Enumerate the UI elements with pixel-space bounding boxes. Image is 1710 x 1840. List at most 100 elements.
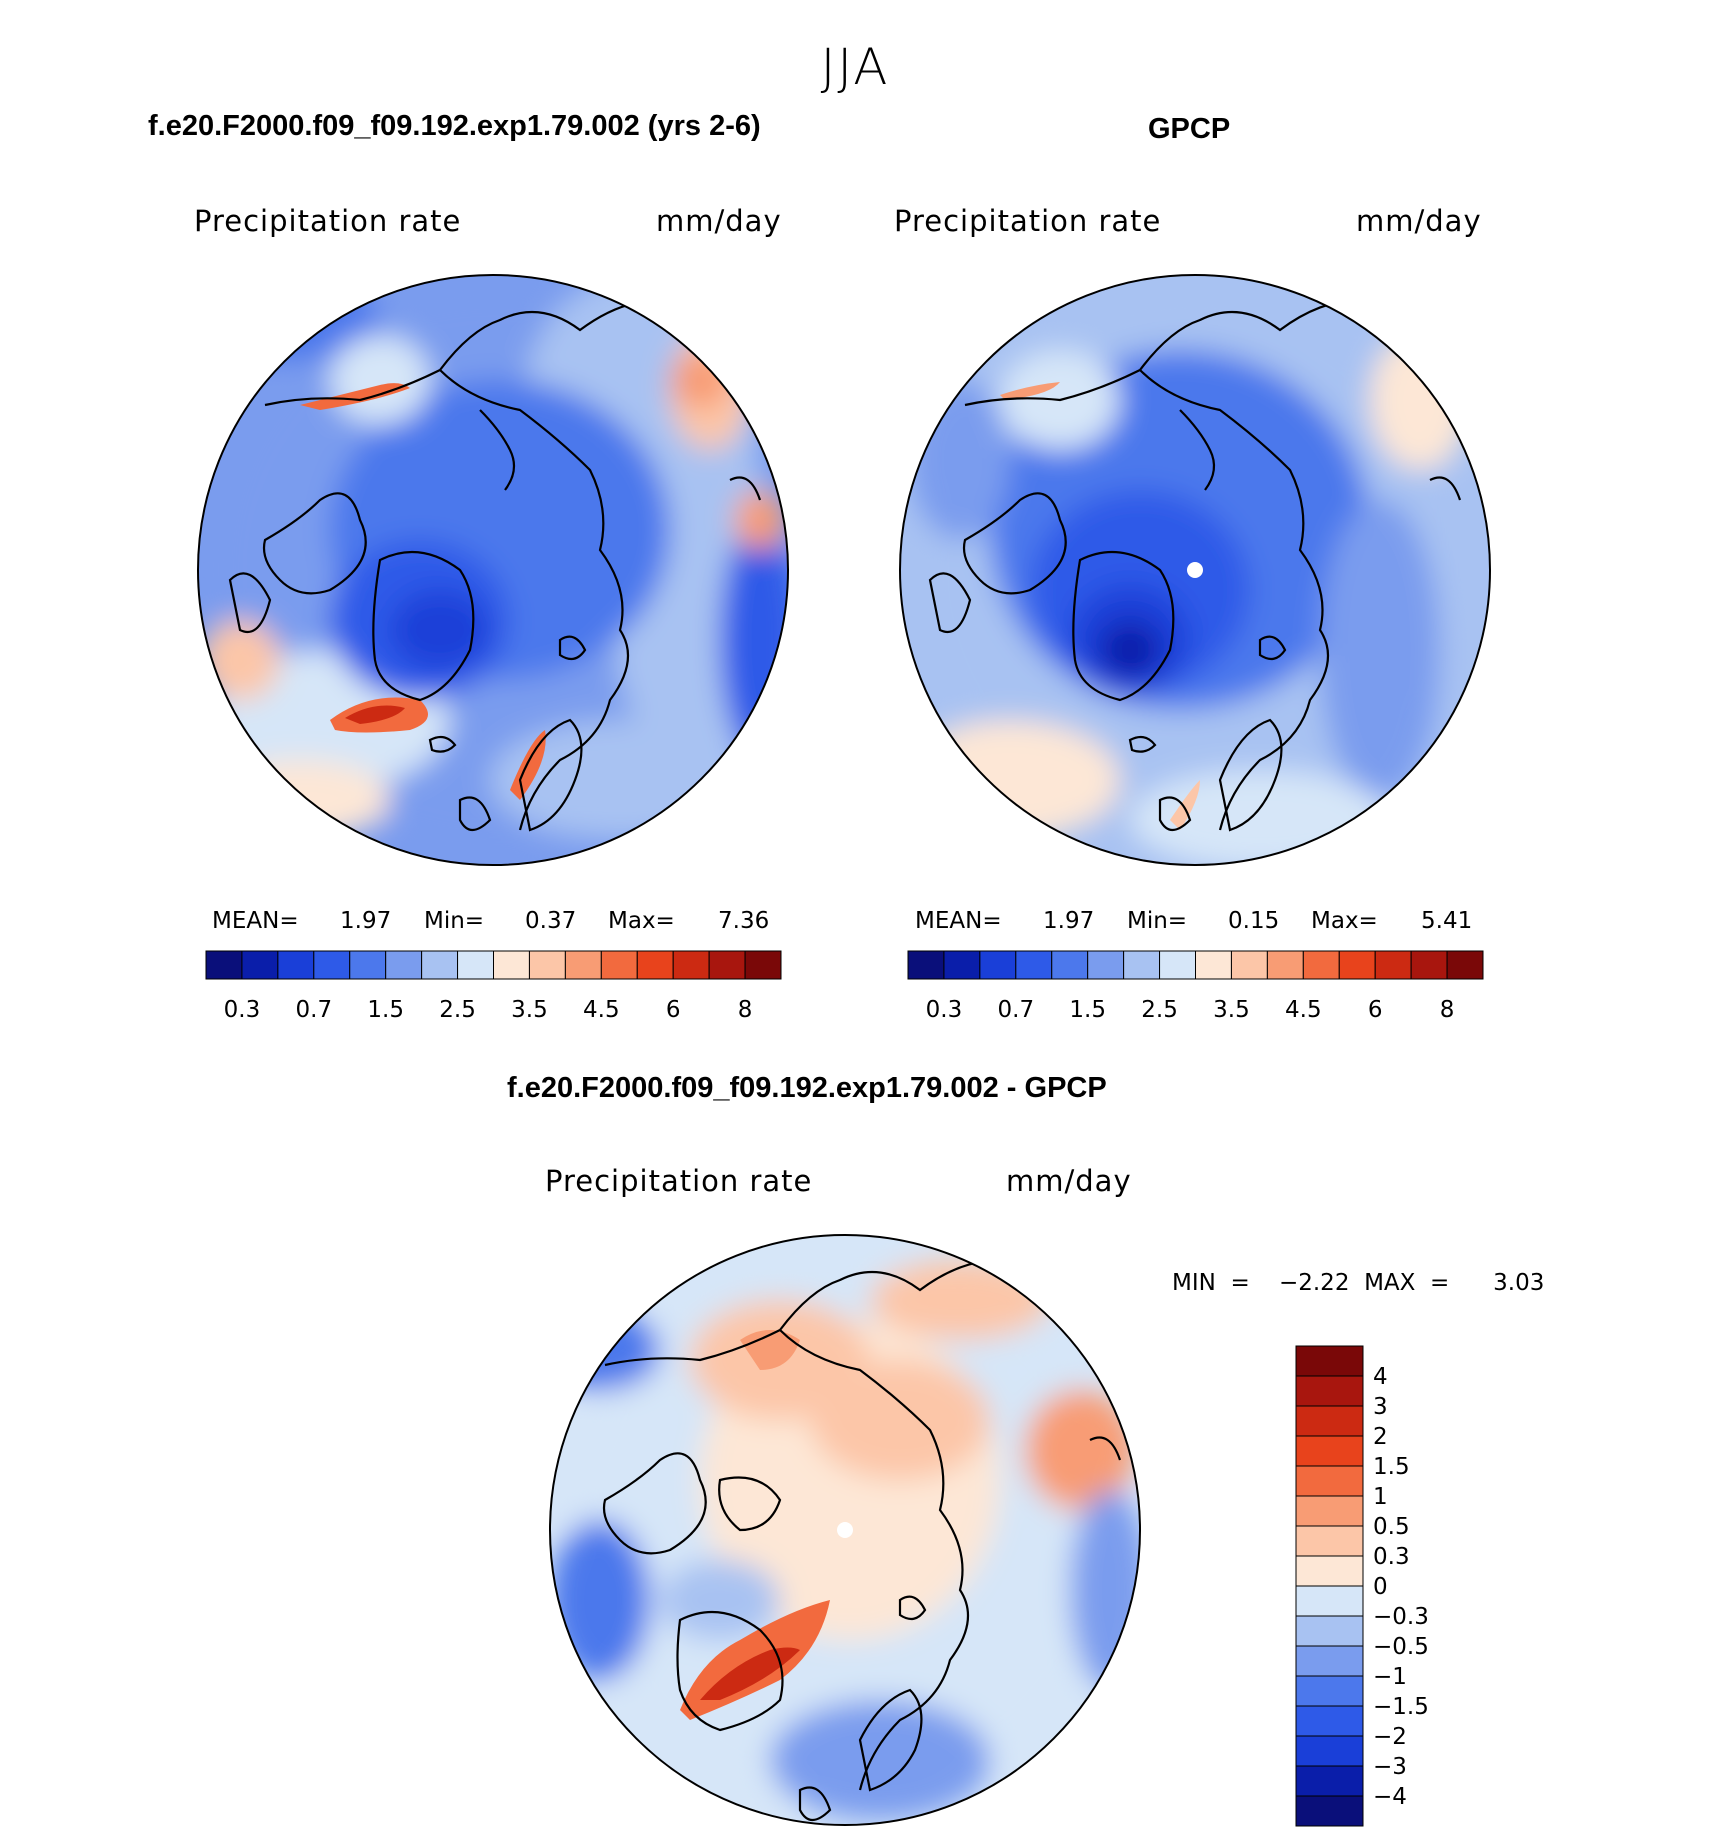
- colorbar-gpcp-swatch: [1159, 950, 1196, 980]
- colorbar-difference-swatch: [1295, 1435, 1364, 1467]
- colorbar-gpcp-swatch: [979, 950, 1017, 980]
- colorbar-difference-swatch: [1295, 1465, 1364, 1497]
- panel1-max-label: Max=: [608, 908, 675, 934]
- colorbar-gpcp-tick-label: 0.3: [926, 997, 963, 1023]
- panel2-max-value: 5.41: [1421, 908, 1473, 934]
- colorbar-gpcp-tick-label: 1.5: [1069, 997, 1106, 1023]
- colorbar-difference-swatch: [1295, 1615, 1364, 1647]
- colorbar-difference-tick-label: −4: [1373, 1784, 1407, 1810]
- colorbar-difference-tick-label: 0.3: [1373, 1544, 1410, 1570]
- colorbar-gpcp-swatch: [1087, 950, 1125, 980]
- panel1-mean-value: 1.97: [340, 908, 392, 934]
- panel2-variable: Precipitation rate: [894, 204, 1162, 238]
- colorbar-model-swatch: [493, 950, 530, 980]
- colorbar-model-tick-label: 8: [738, 997, 753, 1023]
- colorbar-gpcp-tick-label: 8: [1440, 997, 1455, 1023]
- colorbar-difference-tick-label: −0.5: [1373, 1634, 1429, 1660]
- panel1-title: f.e20.F2000.f09_f09.192.exp1.79.002 (yrs…: [148, 110, 761, 142]
- colorbar-difference-tick-label: −0.3: [1373, 1604, 1429, 1630]
- colorbar-gpcp: 0.3 0.7 1.5 2.5 3.5 4.5 6 8: [907, 950, 1484, 1023]
- colorbar-model-swatch: [205, 950, 243, 980]
- diff-variable: Precipitation rate: [545, 1164, 813, 1198]
- colorbar-gpcp-tick-label: 2.5: [1141, 997, 1178, 1023]
- colorbar-model-swatch: [457, 950, 494, 980]
- panel2-units: mm/day: [1356, 204, 1482, 238]
- colorbar-difference-swatch: [1295, 1765, 1364, 1797]
- colorbar-model-swatch: [564, 950, 602, 980]
- colorbar-difference-tick-label: 0.5: [1373, 1514, 1410, 1540]
- colorbar-gpcp-tick-label: 0.7: [998, 997, 1035, 1023]
- colorbar-model-swatch: [672, 950, 710, 980]
- panel2-max-label: Max=: [1311, 908, 1378, 934]
- colorbar-model-swatch: [277, 950, 315, 980]
- colorbar-difference-swatch: [1295, 1705, 1364, 1737]
- panel2-mean-label: MEAN=: [915, 908, 1002, 934]
- colorbar-model-swatch: [349, 950, 387, 980]
- map-difference: [549, 1234, 1141, 1826]
- colorbar-model-swatch: [636, 950, 674, 980]
- colorbar-model-tick-label: 0.7: [296, 997, 333, 1023]
- colorbar-difference-tick-label: 2: [1373, 1424, 1388, 1450]
- colorbar-model-swatch: [744, 950, 782, 980]
- colorbar-gpcp-swatch: [943, 950, 981, 980]
- colorbar-gpcp-swatch: [1230, 950, 1268, 980]
- colorbar-gpcp-swatch: [907, 950, 945, 980]
- colorbar-model-swatch: [600, 950, 638, 980]
- colorbar-difference: 4 3 2 1.5 1 0.5 0.3 0 −0.3 −0.5 −1 −1.5 −2 −3 −4: [1295, 1345, 1429, 1827]
- colorbar-difference-tick-label: 0: [1373, 1574, 1388, 1600]
- colorbar-difference-tick-label: 3: [1373, 1394, 1388, 1420]
- diff-title: f.e20.F2000.f09_f09.192.exp1.79.002 - GP…: [507, 1072, 1107, 1104]
- colorbar-model-tick-label: 2.5: [439, 997, 476, 1023]
- colorbar-difference-swatch: [1295, 1795, 1364, 1827]
- colorbar-model-tick-label: 0.3: [224, 997, 261, 1023]
- colorbar-model-tick-label: 6: [666, 997, 681, 1023]
- colorbar-gpcp-tick-label: 4.5: [1285, 997, 1322, 1023]
- colorbar-gpcp-swatch: [1051, 950, 1089, 980]
- colorbar-model: 0.3 0.7 1.5 2.5 3.5 4.5 6 8: [205, 950, 782, 1023]
- panel1-units: mm/day: [656, 204, 782, 238]
- colorbar-gpcp-swatch: [1266, 950, 1304, 980]
- colorbar-model-tick-label: 3.5: [511, 997, 548, 1023]
- panel1-min-value: 0.37: [525, 908, 577, 934]
- colorbar-gpcp-tick-label: 3.5: [1213, 997, 1250, 1023]
- colorbar-difference-swatch: [1295, 1495, 1364, 1527]
- colorbar-difference-tick-label: 1: [1373, 1484, 1388, 1510]
- colorbar-difference-tick-label: 1.5: [1373, 1454, 1410, 1480]
- colorbar-gpcp-swatch: [1015, 950, 1053, 980]
- colorbar-difference-tick-label: −1: [1373, 1664, 1407, 1690]
- colorbar-difference-tick-label: −3: [1373, 1754, 1407, 1780]
- colorbar-difference-swatch: [1295, 1525, 1364, 1557]
- colorbar-gpcp-swatch: [1338, 950, 1376, 980]
- colorbar-model-swatch: [385, 950, 423, 980]
- diff-minmax: MIN = −2.22 MAX = 3.03: [1172, 1270, 1545, 1296]
- colorbar-difference-swatch: [1295, 1405, 1364, 1437]
- colorbar-difference-swatch: [1295, 1585, 1364, 1617]
- panel1-variable: Precipitation rate: [194, 204, 462, 238]
- colorbar-model-swatch: [241, 950, 279, 980]
- colorbar-difference-swatch: [1295, 1675, 1364, 1707]
- colorbar-difference-tick-label: 4: [1373, 1364, 1388, 1390]
- colorbar-difference-swatch: [1295, 1375, 1364, 1407]
- panel2-mean-value: 1.97: [1043, 908, 1095, 934]
- colorbar-model-tick-label: 4.5: [583, 997, 620, 1023]
- colorbar-gpcp-swatch: [1195, 950, 1232, 980]
- season-title: JJA: [820, 38, 890, 96]
- colorbar-difference-tick-label: −1.5: [1373, 1694, 1429, 1720]
- colorbar-model-tick-label: 1.5: [367, 997, 404, 1023]
- colorbar-gpcp-swatch: [1302, 950, 1340, 980]
- colorbar-model-swatch: [708, 950, 746, 980]
- colorbar-gpcp-tick-label: 6: [1368, 997, 1383, 1023]
- colorbar-difference-swatch: [1295, 1735, 1364, 1767]
- panel1-max-value: 7.36: [718, 908, 770, 934]
- map-gpcp: [899, 274, 1491, 866]
- colorbar-gpcp-swatch: [1123, 950, 1161, 980]
- colorbar-gpcp-swatch: [1446, 950, 1484, 980]
- panel2-min-value: 0.15: [1228, 908, 1280, 934]
- colorbar-model-swatch: [528, 950, 566, 980]
- map-model: [197, 274, 789, 866]
- colorbar-model-swatch: [313, 950, 351, 980]
- colorbar-gpcp-swatch: [1410, 950, 1448, 980]
- colorbar-difference-swatch: [1295, 1345, 1364, 1377]
- colorbar-difference-swatch: [1295, 1555, 1364, 1587]
